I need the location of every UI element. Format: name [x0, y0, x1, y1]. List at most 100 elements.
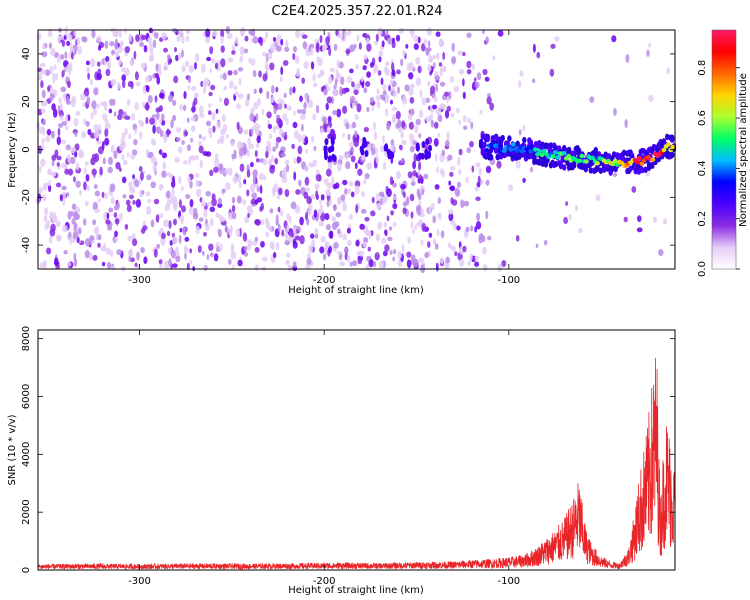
spectrogram-noise-blob: [376, 88, 380, 95]
signal-halo-blob: [485, 135, 490, 143]
spectrogram-noise-blob: [170, 119, 174, 129]
spectrogram-noise-blob: [471, 165, 475, 173]
spectrogram-noise-blob: [302, 34, 308, 39]
spectrogram-noise-blob: [415, 56, 421, 65]
spectrogram-noise-blob: [259, 184, 263, 194]
spectrogram-noise-blob: [267, 52, 273, 60]
spectrogram-noise-blob: [226, 32, 233, 40]
spectrogram-noise-blob: [244, 35, 249, 42]
signal-segment-blob: [421, 141, 426, 148]
spectrogram-noise-blob: [418, 257, 425, 263]
spectrogram-noise-blob: [252, 175, 256, 185]
spectrogram-noise-blob: [203, 232, 207, 237]
spectrogram-noise-blob: [435, 83, 439, 93]
spectrogram-noise-blob: [275, 36, 280, 46]
spectrogram-noise-blob: [395, 110, 401, 120]
spectrogram-noise-blob: [96, 35, 102, 43]
spectrogram-noise-blob: [121, 139, 126, 147]
spectrogram-noise-blob: [219, 217, 226, 222]
spectrogram-noise-blob: [420, 239, 424, 246]
spectrogram-noise-blob: [515, 159, 521, 169]
spectrogram-noise-blob: [496, 160, 502, 169]
spectrogram-noise-blob: [189, 180, 193, 189]
spectrogram-noise-blob: [400, 130, 404, 139]
spectrogram-noise-blob: [184, 60, 190, 68]
spectrogram-noise-blob: [336, 108, 342, 118]
spectrogram-noise-blob: [124, 27, 127, 35]
spectrogram-noise-blob: [214, 158, 220, 168]
spectrogram-noise-blob: [413, 43, 419, 50]
colorbar-tick-label: 0.4: [697, 160, 708, 176]
signal-core-blob: [590, 155, 596, 161]
spectrogram-noise-blob: [118, 109, 124, 116]
spectrogram-noise-blob: [236, 121, 240, 131]
spectrogram-noise-blob: [342, 179, 348, 186]
spectrogram-noise-blob: [70, 210, 74, 217]
spectrogram-noise-blob: [301, 123, 304, 132]
spectrogram-noise-blob: [86, 96, 91, 105]
spectrogram-noise-blob: [216, 120, 222, 129]
spectrogram-noise-blob: [435, 107, 442, 115]
signal-halo-blob: [567, 146, 572, 154]
signal-core-blob: [634, 159, 640, 165]
spectrogram-noise-blob: [339, 86, 343, 94]
spectrogram-noise-blob: [117, 81, 121, 90]
spectrogram-noise-blob: [462, 78, 465, 87]
spectrogram-noise-blob: [578, 227, 583, 234]
spectrogram-noise-blob: [382, 250, 388, 257]
spectrogram-noise-blob: [515, 235, 520, 242]
spectrogram-noise-blob: [53, 64, 57, 71]
spectrogram-noise-blob: [475, 221, 482, 230]
spectrogram-noise-blob: [219, 74, 224, 80]
spectrogram-noise-blob: [331, 216, 337, 223]
spectrogram-noise-blob: [252, 70, 257, 78]
spectrogram-noise-blob: [217, 203, 223, 208]
signal-core-blob: [517, 144, 523, 149]
spectrogram-noise-blob: [113, 111, 117, 117]
spectrogram-noise-blob: [366, 162, 373, 170]
spectrogram-noise-blob: [325, 36, 330, 45]
spectrogram-noise-blob: [236, 195, 242, 204]
spectrogram-noise-blob: [462, 245, 467, 253]
spectrogram-noise-blob: [398, 144, 403, 151]
colorbar-tick-label: 0.0: [697, 261, 708, 277]
spectrogram-noise-blob: [139, 121, 145, 127]
spectrogram-noise-blob: [81, 131, 86, 139]
spectrogram-noise-blob: [222, 72, 227, 81]
spectrogram-noise-blob: [390, 210, 394, 216]
spectrogram-y-ticks: 40 20 0 -20 -40: [21, 48, 675, 253]
spectrogram-noise-blob: [209, 169, 214, 177]
spectrogram-noise-blob: [134, 262, 138, 268]
spectrogram-noise-blob: [85, 174, 90, 182]
spectrogram-noise-blob: [410, 221, 414, 229]
spectrogram-noise-blob: [263, 174, 267, 181]
spectrogram-noise-blob: [124, 115, 131, 121]
spectrogram-noise-blob: [364, 216, 370, 222]
signal-halo-blob: [588, 167, 593, 174]
spectrogram-noise-blob: [253, 36, 258, 44]
spectrogram-noise-blob: [340, 194, 346, 201]
spectrogram-noise-blob: [365, 37, 370, 45]
spectrogram-noise-blob: [445, 256, 450, 264]
spectrogram-noise-blob: [143, 256, 148, 265]
spectrogram-noise-blob: [285, 259, 290, 265]
spectrogram-noise-blob: [102, 113, 108, 121]
spectrogram-noise-blob: [362, 242, 368, 248]
spectrogram-noise-blob: [114, 218, 120, 225]
spectrogram-noise-blob: [167, 247, 173, 255]
spectrogram-noise-blob: [455, 107, 460, 114]
spectrogram-noise-blob: [65, 114, 68, 124]
spectrogram-noise-blob: [209, 206, 216, 213]
spectrogram-noise-blob: [194, 62, 197, 70]
spectrogram-noise-blob: [293, 171, 297, 181]
signal-halo-blob: [553, 160, 559, 168]
signal-halo-blob: [562, 164, 567, 171]
spectrogram-noise-blob: [392, 203, 398, 210]
spectrogram-noise-blob: [129, 248, 133, 257]
spectrogram-noise-blob: [595, 194, 601, 201]
spectrogram-noise-blob: [189, 155, 196, 161]
spectrogram-noise-blob: [565, 201, 568, 206]
spectrogram-noise-blob: [292, 86, 296, 94]
spectrogram-noise-blob: [482, 247, 487, 255]
spectrogram-noise-blob: [442, 51, 446, 61]
